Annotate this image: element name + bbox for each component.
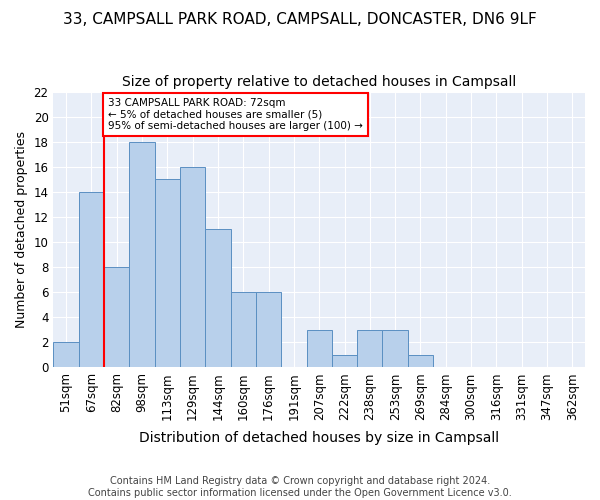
Text: 33 CAMPSALL PARK ROAD: 72sqm
← 5% of detached houses are smaller (5)
95% of semi: 33 CAMPSALL PARK ROAD: 72sqm ← 5% of det… xyxy=(108,98,363,131)
Bar xyxy=(155,180,180,368)
Y-axis label: Number of detached properties: Number of detached properties xyxy=(15,131,28,328)
Bar xyxy=(332,355,357,368)
Bar xyxy=(130,142,155,368)
Bar xyxy=(382,330,408,368)
Bar xyxy=(408,355,433,368)
Bar xyxy=(230,292,256,368)
X-axis label: Distribution of detached houses by size in Campsall: Distribution of detached houses by size … xyxy=(139,431,499,445)
Text: Contains HM Land Registry data © Crown copyright and database right 2024.
Contai: Contains HM Land Registry data © Crown c… xyxy=(88,476,512,498)
Bar xyxy=(79,192,104,368)
Bar xyxy=(180,167,205,368)
Bar xyxy=(205,230,230,368)
Text: 33, CAMPSALL PARK ROAD, CAMPSALL, DONCASTER, DN6 9LF: 33, CAMPSALL PARK ROAD, CAMPSALL, DONCAS… xyxy=(63,12,537,28)
Bar xyxy=(307,330,332,368)
Bar xyxy=(104,267,130,368)
Title: Size of property relative to detached houses in Campsall: Size of property relative to detached ho… xyxy=(122,75,517,89)
Bar xyxy=(357,330,382,368)
Bar xyxy=(53,342,79,367)
Bar xyxy=(256,292,281,368)
